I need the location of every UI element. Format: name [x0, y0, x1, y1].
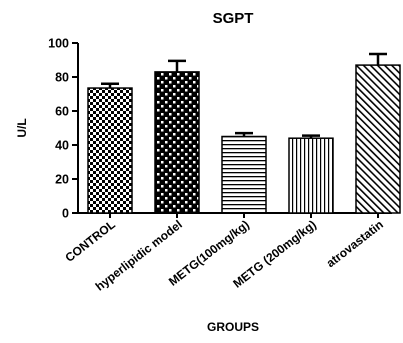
y-tick-label: 80 [55, 71, 69, 85]
bar-control [87, 87, 133, 214]
bar-metg-100mg-kg [221, 135, 267, 214]
y-axis-label: U/L [15, 118, 29, 137]
y-tick-label: 20 [55, 173, 69, 187]
x-tick-label: atrovastatin [324, 217, 386, 270]
bar-metg-200mg-kg [288, 137, 334, 214]
bar-hyperlipidic-model [154, 71, 200, 214]
x-axis-label: GROUPS [207, 320, 259, 334]
y-tick-label: 60 [55, 105, 69, 119]
y-tick-label: 100 [48, 37, 69, 51]
y-tick-label: 40 [55, 139, 69, 153]
y-tick-label: 0 [62, 207, 69, 221]
bar-atrovastatin [355, 64, 401, 214]
bars [87, 52, 401, 214]
chart-title: SGPT [213, 10, 254, 27]
x-tick-label: CONTROL [62, 217, 117, 265]
